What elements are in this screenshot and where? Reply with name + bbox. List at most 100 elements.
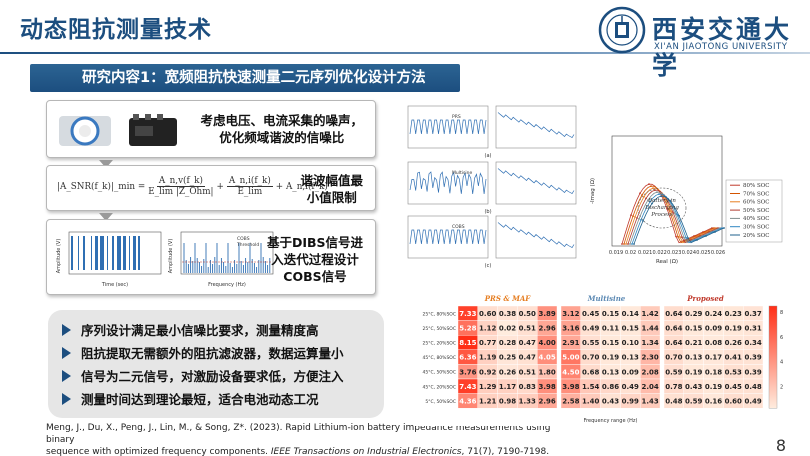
heatmap-cell-value: 0.34 <box>744 339 761 347</box>
nyquist-x-tick: 0.025 <box>696 250 710 256</box>
amplitude-limit-line1: 谐波幅值最 <box>300 173 363 188</box>
nyquist-point <box>683 236 685 239</box>
heatmap-cell-value: 0.09 <box>622 368 639 376</box>
heatmap-cell-value: 0.13 <box>685 354 702 362</box>
heatmap-cell-value: 0.15 <box>602 310 619 318</box>
heatmap-row-label: 45°C, 50%SOC <box>422 370 456 376</box>
heatmap-cell-value: 0.68 <box>582 368 599 376</box>
sequence-pulse <box>91 236 92 270</box>
nyquist-point <box>658 193 660 195</box>
heatmap-x-label: Frequency range (Hz) <box>584 418 638 424</box>
heatmap-cell-value: 0.48 <box>744 383 761 391</box>
heatmap-cell-value: 0.70 <box>665 354 682 362</box>
heatmap-cell-value: 2.08 <box>641 368 658 376</box>
advantages-panel: 序列设计满足最小信噪比要求，测量精度高 阻抗提取无需额外的阻抗滤波器，数据运算量… <box>48 310 384 418</box>
nyquist-y-label: -Imag (Ω) <box>590 178 596 204</box>
heatmap-cell-value: 3.16 <box>562 325 579 333</box>
freq-amplitude-label: Amplitude (V) <box>168 239 174 274</box>
waveform-panel-label: (c) <box>485 263 492 269</box>
sequence-pulse <box>112 236 114 270</box>
discharging-annotation: Battery in <box>647 198 676 204</box>
nyquist-point <box>642 220 644 222</box>
nyquist-x-tick: 0.021 <box>638 250 652 256</box>
triangle-bullet-icon <box>62 346 71 359</box>
heatmap-row-label: 25°C, 50%SOC <box>422 326 456 332</box>
heatmap-group-title: Multisine <box>587 294 626 303</box>
heatmap-cell-value: 0.39 <box>744 354 761 362</box>
nyquist-point <box>685 236 687 239</box>
nyquist-point <box>638 218 640 220</box>
sequence-pulse <box>83 236 85 270</box>
nyquist-point <box>679 236 681 238</box>
heatmap-group-title: Proposed <box>686 294 724 303</box>
nyquist-point <box>666 207 668 210</box>
sequence-pulse <box>133 236 136 270</box>
nyquist-point <box>687 237 689 239</box>
heatmap-colorbar <box>768 305 778 409</box>
time-axis-label: Time (sec) <box>101 282 128 288</box>
heatmap-cell-value: 6.36 <box>459 354 476 362</box>
university-name-en: XI'AN JIAOTONG UNIVERSITY <box>654 42 788 52</box>
heatmap-cell-value: 2.58 <box>562 398 579 406</box>
legend-cobs: COBS <box>237 236 250 242</box>
sequence-pulse <box>117 236 121 270</box>
nyquist-point <box>643 195 645 198</box>
heatmap-cell <box>743 393 764 409</box>
nyquist-point <box>672 211 674 214</box>
colorbar-tick: 8 <box>780 310 783 316</box>
noise-card-line1: 考虑电压、电流采集的噪声， <box>200 113 363 128</box>
heatmap-cell-value: 1.34 <box>641 339 658 347</box>
waveform-panel-frame <box>495 161 577 205</box>
heatmap-cell-value: 0.45 <box>582 310 599 318</box>
nyquist-x-tick: 0.024 <box>682 250 696 256</box>
cobs-card-line3: COBS信号 <box>283 269 347 284</box>
nyquist-x-tick: 0.022 <box>653 250 667 256</box>
heatmap-cell-value: 0.99 <box>622 398 639 406</box>
heatmap-cell-value: 7.33 <box>459 310 476 318</box>
sequence-pulse <box>138 236 140 270</box>
waveform-trace <box>409 229 487 245</box>
heatmap-cell-value: 0.13 <box>602 368 619 376</box>
heatmap-cell-value: 0.49 <box>744 398 761 406</box>
waveform-panel-frame <box>407 161 489 205</box>
waveform-legend: Multisine <box>452 170 472 176</box>
binary-sequence-time-plot: Time (sec) Amplitude (V) <box>56 231 162 288</box>
heatmap-cell-value: 4.36 <box>459 398 476 406</box>
advantage-text: 阻抗提取无需额外的阻抗滤波器，数据运算量小 <box>81 346 344 361</box>
heatmap-cell-value: 0.18 <box>705 368 722 376</box>
current-sensor-image <box>59 116 111 146</box>
heatmap-row-label: 25°C, 80%SOC <box>422 311 456 317</box>
heatmap-cell-value: 0.39 <box>744 368 761 376</box>
nyquist-point <box>714 231 716 233</box>
colorbar-tick: 4 <box>780 360 783 366</box>
discharging-annotation-ring <box>637 187 687 229</box>
triangle-bullet-icon <box>62 392 71 405</box>
heatmap-cell-value: 2.04 <box>641 383 658 391</box>
heatmap-cell-value: 0.37 <box>744 310 761 318</box>
nyquist-point <box>652 187 654 189</box>
advantage-item: 信号为二元信号，对激励设备要求低，方便注入 <box>62 364 370 387</box>
heatmap-cell-value: 3.98 <box>562 383 579 391</box>
voltage-sensor-image <box>129 114 177 146</box>
flow-arrow-1 <box>99 160 113 168</box>
waveform-legend: COBS <box>452 224 465 230</box>
heatmap-cell-value: 2.96 <box>538 325 555 333</box>
flow-arrow-2 <box>99 213 113 221</box>
heatmap-cell-value: 0.19 <box>685 368 702 376</box>
heatmap-cell-value: 0.53 <box>725 368 742 376</box>
heatmap-cell-value: 0.38 <box>499 310 516 318</box>
heatmap-cell-value: 0.60 <box>725 398 742 406</box>
amplitude-limit-line2: 小值限制 <box>306 190 357 205</box>
nyquist-legend-entry: 50% SOC <box>743 208 769 214</box>
waveform-panel-label: (a) <box>485 153 492 159</box>
heatmap-cell-value: 3.89 <box>538 310 555 318</box>
heatmap-cell-value: 0.59 <box>685 398 702 406</box>
waveform-trace <box>497 168 575 194</box>
nyquist-point <box>649 200 651 203</box>
heatmap-cell-value: 0.55 <box>582 339 599 347</box>
heatmap-cell-value: 0.47 <box>519 339 536 347</box>
heatmap-cell-value: 0.60 <box>479 310 496 318</box>
amplitude-limit-text: 谐波幅值最 小值限制 <box>300 172 363 206</box>
nyquist-point <box>676 213 678 216</box>
nyquist-point <box>639 192 641 195</box>
